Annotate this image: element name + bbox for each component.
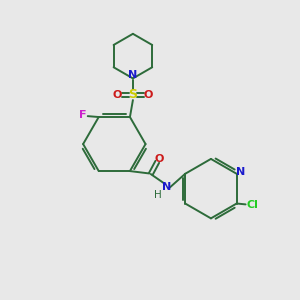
Text: N: N: [128, 70, 137, 80]
Text: O: O: [154, 154, 164, 164]
Text: S: S: [128, 88, 137, 101]
Text: Cl: Cl: [246, 200, 258, 210]
Text: N: N: [236, 167, 245, 177]
Text: H: H: [154, 190, 161, 200]
Text: O: O: [113, 90, 122, 100]
Text: O: O: [144, 90, 153, 100]
Text: N: N: [163, 182, 172, 191]
Text: F: F: [79, 110, 86, 120]
